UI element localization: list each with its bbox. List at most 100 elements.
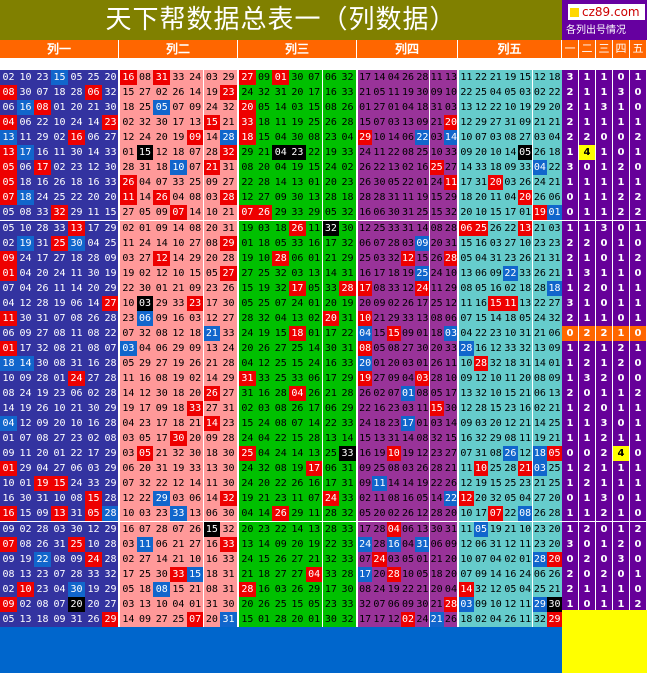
number-cell: 10 [488, 371, 504, 387]
number-cell: 13 [136, 596, 154, 612]
number-cell: 13 [532, 340, 548, 356]
number-cell: 22 [503, 220, 518, 236]
number-cell: 29 [136, 355, 154, 371]
number-cell: 28 [220, 130, 237, 146]
number-cell: 01 [186, 596, 204, 612]
number-cell: 14 [136, 190, 154, 206]
number-cell: 24 [372, 551, 387, 567]
number-cell: 21 [68, 401, 85, 417]
number-cell: 20 [68, 596, 85, 612]
number-cell: 17 [322, 325, 340, 341]
stat-cell: 1 [596, 145, 613, 161]
number-cell: 10 [85, 536, 102, 552]
number-cell: 28 [203, 145, 221, 161]
number-cell: 20 [203, 250, 221, 266]
number-cell: 03 [443, 325, 459, 341]
stat-cell: 4 [579, 145, 596, 161]
number-cell: 26 [51, 175, 68, 191]
number-cell: 18 [153, 160, 171, 176]
number-cell: 21 [220, 115, 237, 131]
number-cell: 06 [386, 596, 401, 612]
number-cell: 03 [400, 235, 416, 251]
number-cell: 06 [17, 115, 34, 131]
number-cell: 33 [289, 235, 306, 251]
number-cell: 25 [547, 461, 562, 477]
number-cell: 12 [415, 506, 430, 522]
number-cell: 17 [153, 431, 171, 447]
stat-cell: 1 [579, 250, 596, 266]
number-cell: 12 [17, 416, 34, 432]
number-cell: 08 [153, 325, 171, 341]
number-cell: 07 [305, 70, 323, 86]
number-cell: 06 [322, 461, 340, 477]
number-cell: 07 [170, 100, 187, 116]
number-cell: 10 [473, 205, 489, 221]
number-cell: 01 [120, 145, 137, 161]
number-cell: 29 [547, 611, 562, 627]
number-cell: 07 [372, 596, 387, 612]
number-cell: 14 [255, 536, 273, 552]
number-cell: 31 [272, 85, 290, 101]
number-cell: 20 [102, 190, 119, 206]
number-cell: 11 [85, 205, 102, 221]
number-cell: 08 [0, 566, 17, 582]
number-cell: 03 [136, 295, 154, 311]
number-cell: 33 [339, 416, 356, 432]
number-cell: 26 [443, 611, 459, 627]
number-cell: 07 [186, 145, 204, 161]
column-header-row: 列一 列二 列三 列四 列五 [0, 40, 562, 58]
number-cell: 28 [102, 551, 119, 567]
number-cell: 20 [429, 235, 444, 251]
number-cell: 09 [153, 401, 171, 417]
number-cell: 20 [473, 145, 489, 161]
number-cell: 23 [386, 401, 401, 417]
number-cell: 21 [203, 355, 221, 371]
number-cell: 11 [120, 235, 137, 251]
number-cell: 28 [220, 431, 237, 447]
number-cell: 14 [415, 220, 430, 236]
number-cell: 11 [17, 130, 34, 146]
number-cell: 26 [358, 386, 373, 402]
number-cell: 08 [153, 581, 171, 597]
number-cell: 19 [255, 280, 273, 296]
number-cell: 31 [220, 160, 237, 176]
number-cell: 28 [372, 536, 387, 552]
number-cell: 10 [0, 476, 17, 492]
number-cell: 10 [0, 371, 17, 387]
number-cell: 27 [102, 295, 119, 311]
number-cell: 30 [339, 220, 356, 236]
stat-cell: 3 [596, 100, 613, 116]
stat-cell: 0 [630, 506, 647, 522]
number-cell: 14 [305, 416, 323, 432]
number-cell: 31 [443, 521, 459, 537]
number-cell: 07 [102, 340, 119, 356]
number-cell: 12 [443, 295, 459, 311]
number-cell: 09 [400, 325, 416, 341]
number-cell: 33 [170, 70, 187, 86]
number-cell: 25 [85, 70, 102, 86]
number-cell: 15 [488, 401, 504, 417]
number-cell: 33 [339, 596, 356, 612]
number-cell: 14 [170, 250, 187, 266]
stat-cell: 2 [579, 355, 596, 371]
number-cell: 27 [153, 355, 171, 371]
number-cell: 21 [547, 265, 562, 281]
number-cell: 15 [488, 205, 504, 221]
number-cell: 29 [532, 596, 548, 612]
number-cell: 28 [386, 566, 401, 582]
number-cell: 10 [386, 446, 401, 462]
number-cell: 05 [305, 596, 323, 612]
stat-cell: 0 [630, 235, 647, 251]
number-cell: 14 [0, 401, 17, 417]
stat-cell: 1 [613, 100, 630, 116]
number-cell: 05 [473, 521, 489, 537]
number-cell: 07 [473, 551, 489, 567]
number-cell: 05 [372, 340, 387, 356]
watermark-subtitle: 各列出号情况 [566, 25, 626, 36]
number-cell: 04 [459, 325, 474, 341]
stat-cell: 1 [579, 220, 596, 236]
number-cell: 21 [358, 85, 373, 101]
number-cell: 08 [51, 355, 68, 371]
stat-header-2: 二 [579, 40, 596, 58]
number-cell: 07 [34, 85, 51, 101]
